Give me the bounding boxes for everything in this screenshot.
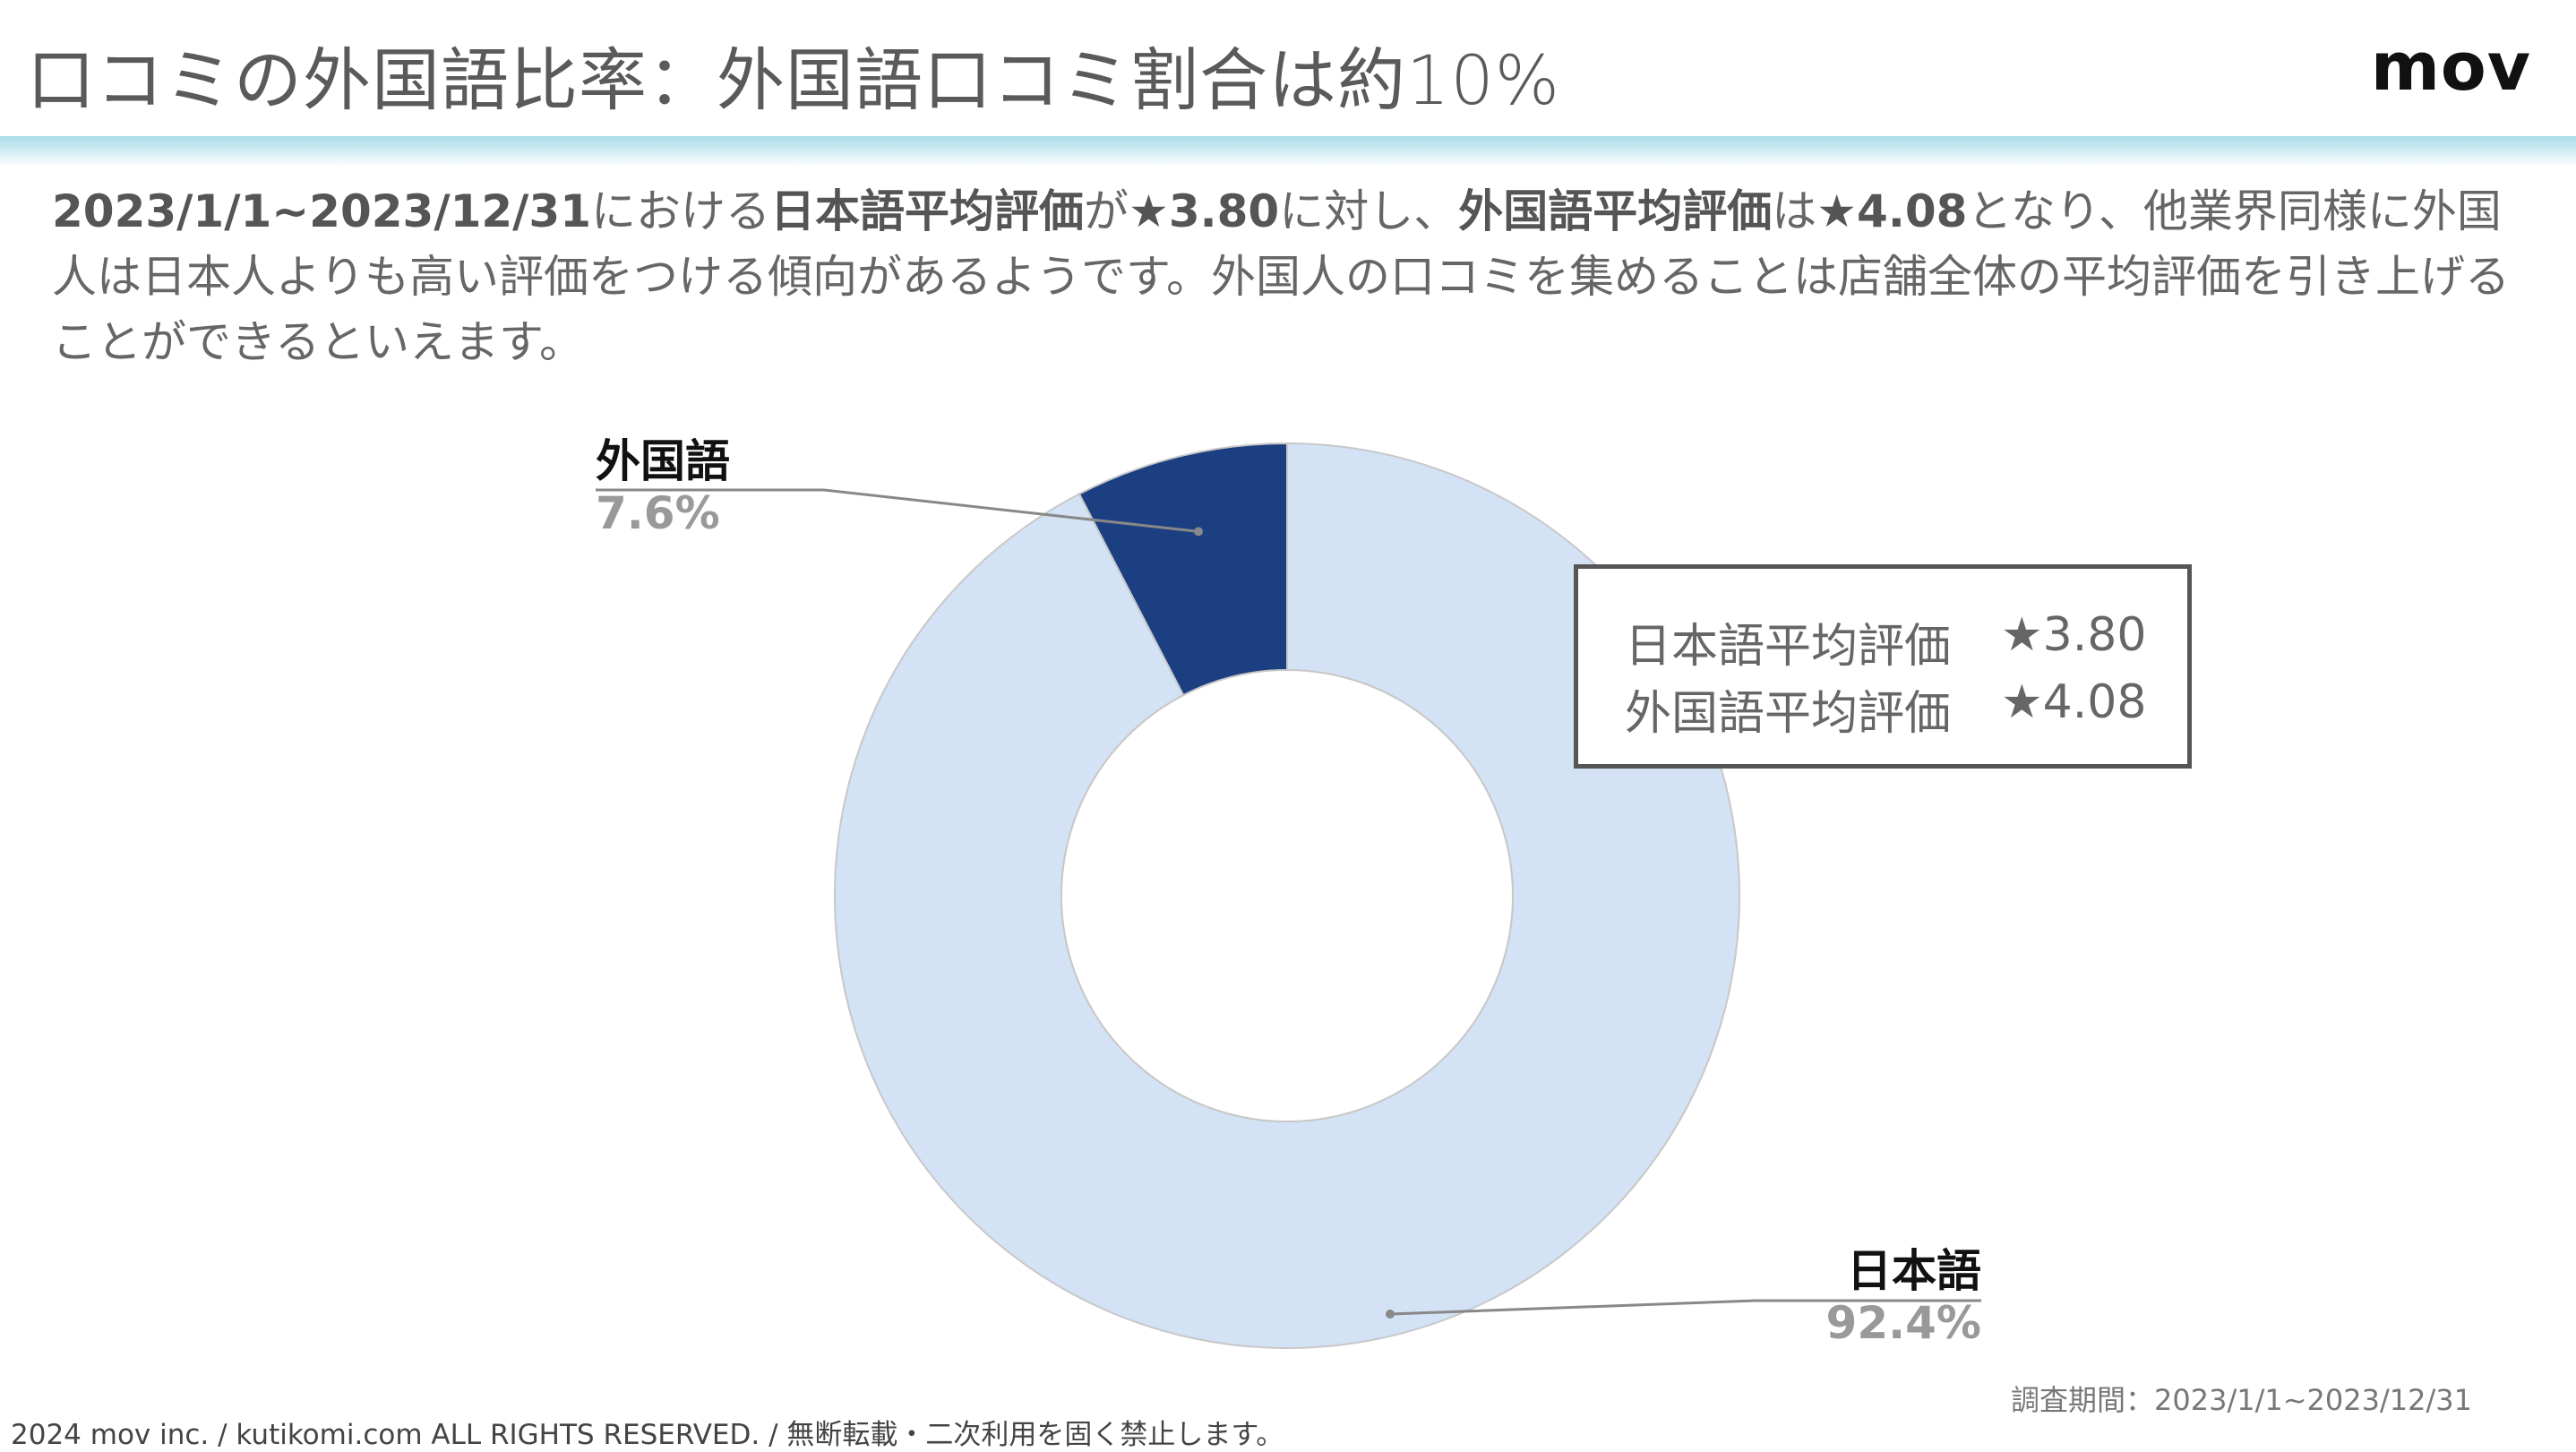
footer-copyright: 2024 mov inc. / kutikomi.com ALL RIGHTS … (11, 1419, 1284, 1451)
desc-foreign-label: 外国語平均評価 (1458, 185, 1773, 237)
legend-row-japanese: 日本語平均評価 ★3.80 (1625, 608, 2146, 675)
survey-period: 調査期間：2023/1/1~2023/12/31 (2011, 1383, 2472, 1417)
rating-legend-box: 日本語平均評価 ★3.80 外国語平均評価 ★4.08 (1574, 564, 2192, 769)
label-japanese-value: 92.4% (1826, 1297, 1981, 1349)
desc-text-1: における (591, 185, 771, 237)
description-text: 2023/1/1~2023/12/31における日本語平均評価が★3.80に対し、… (52, 179, 2542, 375)
mov-logo: mov (2370, 29, 2531, 106)
desc-text-3: に対し、 (1279, 185, 1459, 237)
header-bar: 口コミの外国語比率：外国語口コミ割合は約10% mov (0, 0, 2576, 134)
donut-hole (1060, 669, 1514, 1122)
legend-label-japanese: 日本語平均評価 (1625, 620, 1952, 674)
desc-foreign-rating: ★4.08 (1816, 185, 1968, 237)
label-japanese-name: 日本語 (1847, 1245, 1981, 1297)
leader-line-foreign (596, 488, 1199, 533)
legend-label-foreign: 外国語平均評価 (1625, 687, 1952, 741)
desc-jp-rating: ★3.80 (1129, 185, 1280, 237)
desc-text-5: となり、他業界同様に外国人は日本人よりも高い評価をつける傾向があるようです。外国… (52, 185, 2510, 368)
header-gradient-band (0, 136, 2576, 167)
desc-text-2: が (1084, 185, 1129, 237)
label-foreign-name: 外国語 (596, 435, 730, 487)
desc-text-4: は (1772, 185, 1817, 237)
leader-line-japanese (1389, 1299, 1981, 1316)
desc-jp-label: 日本語平均評価 (770, 185, 1085, 237)
legend-value-foreign: ★4.08 (2001, 675, 2147, 729)
desc-period: 2023/1/1~2023/12/31 (52, 185, 592, 237)
legend-row-foreign: 外国語平均評価 ★4.08 (1625, 675, 2146, 743)
label-foreign-value: 7.6% (596, 487, 720, 539)
legend-value-japanese: ★3.80 (2001, 608, 2147, 662)
page-title: 口コミの外国語比率：外国語口コミ割合は約10% (27, 40, 1560, 120)
